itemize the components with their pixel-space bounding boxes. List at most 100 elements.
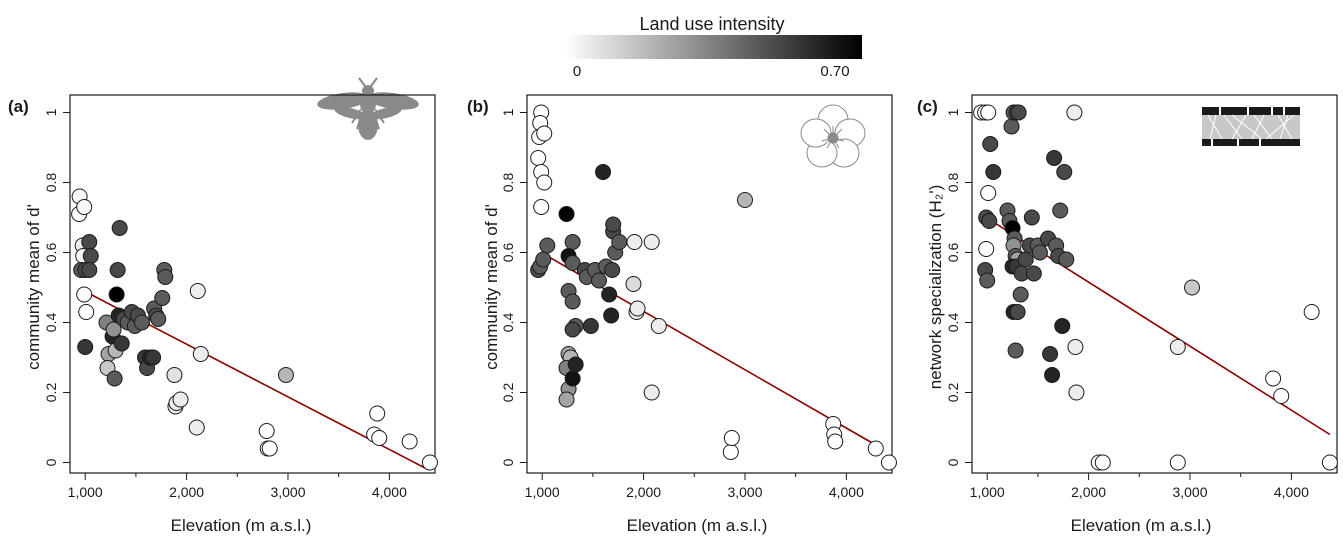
x-tick-label-a: 1,000 [68, 484, 103, 500]
x-tick-label-b: 3,000 [727, 484, 762, 500]
panel-b-tag: (b) [467, 97, 489, 116]
data-point-c [1023, 209, 1040, 226]
x-tick-label-b: 4,000 [829, 484, 864, 500]
data-point-a [401, 433, 418, 450]
data-point-a [78, 304, 95, 320]
data-point-b [533, 199, 550, 215]
x-tick-label-c: 3,000 [1172, 484, 1207, 500]
data-point-c [978, 241, 995, 257]
panel-c-y-axis-label: network specialization (H₂') [926, 185, 945, 389]
y-tick-label-a: 0 [43, 458, 59, 466]
x-tick-label-c: 2,000 [1071, 484, 1106, 500]
data-point-a [421, 454, 438, 471]
data-point-b [536, 125, 553, 142]
data-point-b [603, 307, 620, 324]
data-point-a [81, 234, 98, 250]
data-point-b [736, 192, 753, 208]
data-point-c [980, 104, 997, 121]
data-point-b [558, 206, 575, 222]
data-point-a [82, 248, 99, 264]
data-point-c [985, 164, 1002, 180]
data-point-b [722, 444, 739, 460]
data-point-a [145, 349, 162, 366]
data-point-c [1012, 286, 1029, 303]
data-point-b [601, 286, 618, 303]
data-point-b [867, 440, 884, 457]
data-point-c [1046, 150, 1063, 166]
data-point-a [113, 335, 130, 352]
data-point-c [979, 272, 996, 289]
data-point-b [564, 321, 581, 338]
data-point-c [1184, 279, 1201, 296]
panel-b-y-axis-label: community mean of d' [482, 204, 501, 370]
data-point-c [1169, 339, 1186, 355]
data-point-c [1273, 388, 1290, 404]
plot-frame-a [69, 94, 436, 474]
bee-icon [317, 77, 419, 140]
data-point-c [1265, 370, 1282, 387]
data-point-a [76, 286, 93, 303]
data-point-c [982, 136, 999, 152]
panel-a-y-axis-label: community mean of d' [24, 204, 43, 370]
data-point-b [535, 251, 552, 268]
data-point-a [81, 262, 98, 278]
panel-c: (c) network specialization (H₂') Elevati… [917, 94, 1338, 535]
data-point-b [827, 433, 844, 450]
x-tick-label-a: 3,000 [270, 484, 305, 500]
data-point-c [1025, 265, 1042, 282]
data-point-b [643, 384, 660, 401]
data-point-b [536, 174, 553, 191]
data-point-a [258, 423, 275, 439]
data-point-c [1003, 118, 1020, 135]
data-point-a [77, 339, 94, 355]
data-point-b [880, 454, 897, 471]
network-icon [1202, 107, 1300, 146]
y-tick-label-a: 0.8 [43, 173, 59, 193]
data-point-c [1169, 454, 1186, 471]
panel-a-x-axis-label: Elevation (m a.s.l.) [171, 516, 312, 535]
data-point-a [133, 314, 150, 331]
data-point-c [1067, 339, 1084, 355]
data-point-c [1009, 304, 1026, 320]
data-point-c [1303, 304, 1320, 320]
colorbar-title: Land use intensity [639, 14, 784, 34]
y-tick-label-c: 0.2 [945, 383, 961, 403]
colorbar-max-label: 0.70 [820, 63, 849, 80]
data-point-c [1017, 251, 1034, 268]
y-tick-label-c: 0.4 [945, 313, 961, 333]
panel-c-x-axis-label: Elevation (m a.s.l.) [1071, 516, 1212, 535]
data-point-c [1054, 318, 1071, 334]
y-tick-label-b: 0.4 [500, 313, 516, 333]
y-tick-label-b: 0.2 [500, 383, 516, 403]
data-point-a [369, 405, 386, 422]
data-point-b [643, 234, 660, 250]
data-point-c [1052, 202, 1069, 219]
data-point-a [108, 286, 125, 303]
y-tick-label-c: 0.6 [945, 243, 961, 263]
data-point-b [539, 237, 556, 254]
flower-icon [800, 104, 866, 168]
data-point-c [1056, 164, 1073, 180]
y-tick-label-a: 0.6 [43, 243, 59, 263]
x-tick-label-a: 4,000 [372, 484, 407, 500]
data-point-c [1321, 454, 1338, 471]
data-point-c [1066, 104, 1083, 121]
data-point-a [371, 430, 388, 446]
data-point-b [723, 430, 740, 446]
panel-a: (a) community mean of d' Elevation (m a.… [8, 77, 438, 535]
data-point-c [981, 213, 998, 229]
data-point-a [188, 419, 205, 436]
x-tick-label-c: 1,000 [970, 484, 1005, 500]
data-point-a [106, 370, 123, 387]
data-point-b [629, 300, 646, 317]
data-point-c [1007, 342, 1024, 359]
data-point-c [1044, 367, 1061, 383]
data-point-a [109, 262, 126, 278]
y-tick-label-a: 0.4 [43, 313, 59, 333]
data-point-b [611, 234, 628, 250]
y-tick-label-a: 0.2 [43, 383, 59, 403]
y-tick-label-b: 0.6 [500, 243, 516, 263]
data-point-b [582, 318, 599, 334]
data-point-b [567, 356, 584, 373]
